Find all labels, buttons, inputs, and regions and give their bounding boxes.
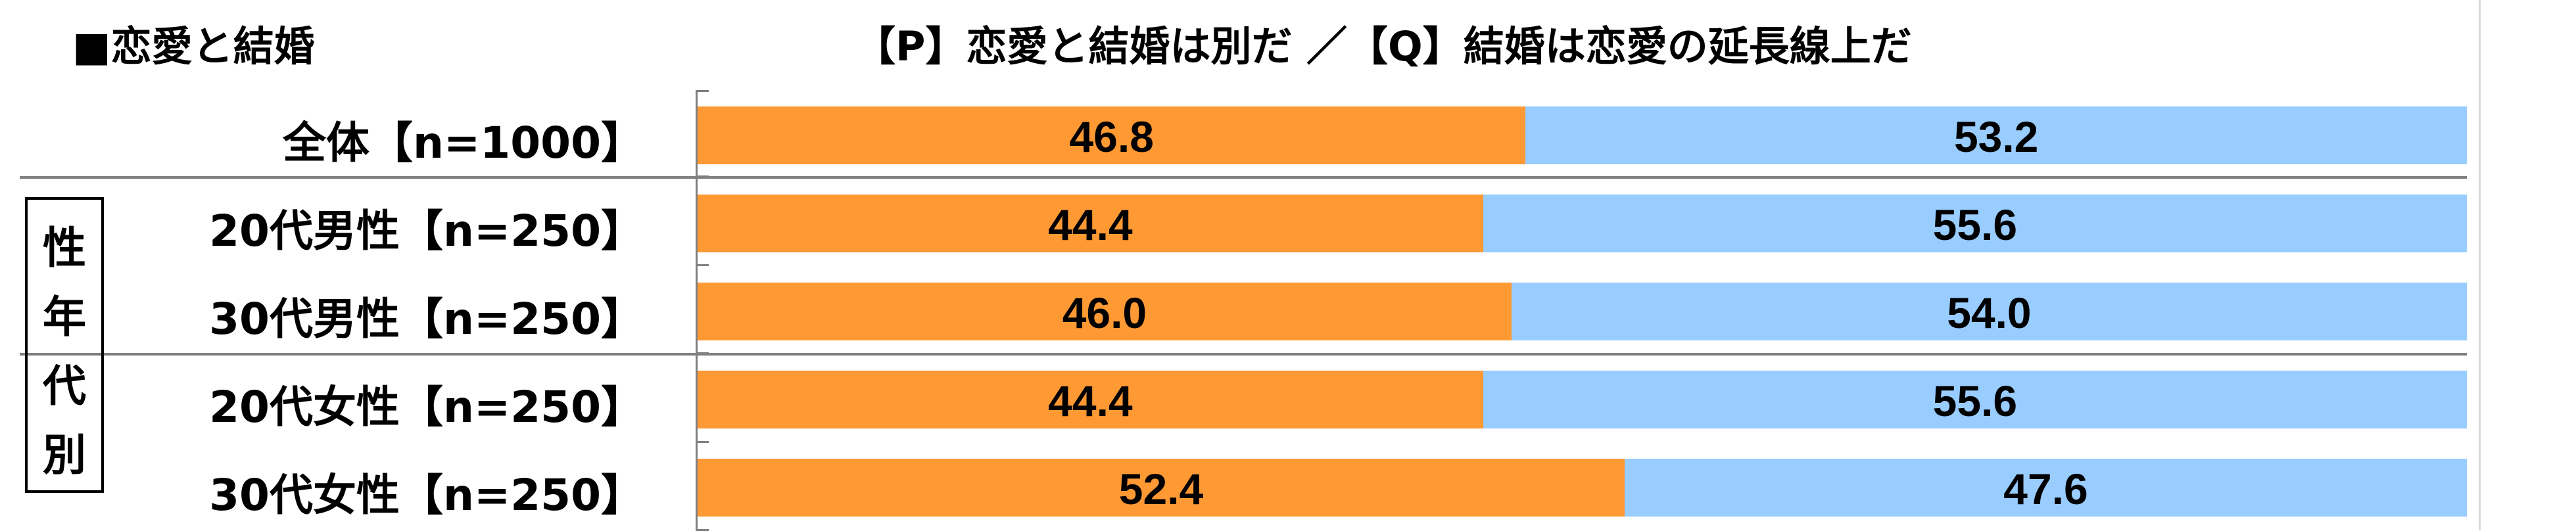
bar-value-label: 44.4 <box>1048 200 1133 249</box>
bar-value-label: 52.4 <box>1118 465 1204 513</box>
axis-tick <box>696 352 709 354</box>
group-label-char: 年 <box>43 292 86 342</box>
bar-q <box>1511 283 2467 340</box>
category-label: 30代女性【n=250】 <box>209 470 644 520</box>
bar-q <box>1625 459 2467 517</box>
axis-tick <box>696 90 709 92</box>
bar-p <box>698 371 1483 428</box>
chart-title: 【P】恋愛と結婚は別だ ／【Q】結婚は恋愛の延長線上だ <box>855 22 1912 70</box>
axis-tick <box>696 264 709 266</box>
group-label-char: 性 <box>43 223 86 273</box>
bar-value-label: 54.0 <box>1947 289 2032 337</box>
bar-value-label: 44.4 <box>1048 377 1133 425</box>
bar-value-label: 46.0 <box>1062 289 1147 337</box>
y-axis-line <box>696 91 698 530</box>
bar-value-label: 46.8 <box>1069 112 1154 161</box>
group-label-char: 代 <box>43 361 86 411</box>
bar-value-label: 53.2 <box>1953 112 2039 161</box>
bar-q <box>1483 195 2467 252</box>
bar-value-label: 55.6 <box>1932 377 2018 425</box>
category-label: 全体【n=1000】 <box>283 118 644 168</box>
group-box: 性年代別 <box>25 197 104 493</box>
axis-tick <box>696 175 709 177</box>
group-label-char: 別 <box>43 430 86 480</box>
bar-p <box>698 459 1625 517</box>
category-label: 30代男性【n=250】 <box>209 294 644 344</box>
bar-q <box>1483 371 2467 428</box>
bar-p <box>698 106 1526 164</box>
bar-value-label: 55.6 <box>1932 200 2018 249</box>
chart-title-left: ■恋愛と結婚 <box>72 22 315 70</box>
bar-q <box>1525 106 2467 164</box>
bar-p <box>698 195 1483 252</box>
bar-value-label: 47.6 <box>2003 465 2088 513</box>
axis-tick <box>696 441 709 443</box>
right-edge-line <box>2479 0 2481 530</box>
row-separator-middle <box>20 353 2467 356</box>
bar-p <box>698 283 1512 340</box>
category-label: 20代女性【n=250】 <box>209 382 644 432</box>
category-label: 20代男性【n=250】 <box>209 206 644 256</box>
row-separator-top <box>20 176 2467 179</box>
